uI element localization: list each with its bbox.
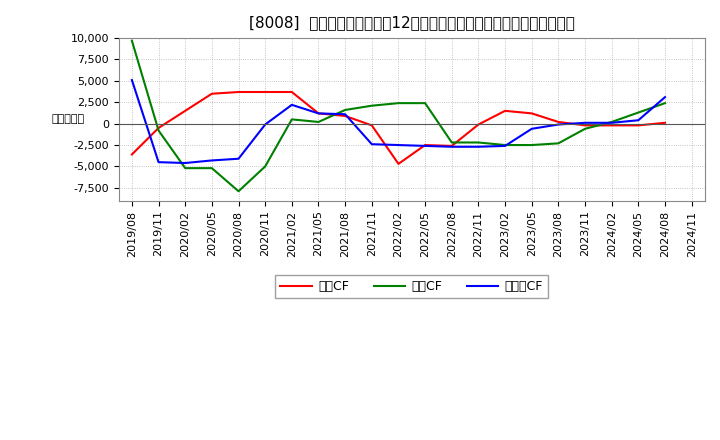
- 投資CF: [234, 189, 243, 194]
- 投資CF: [474, 140, 482, 145]
- フリーCF: [207, 158, 216, 163]
- 営業CF: [261, 89, 269, 95]
- 営業CF: [181, 108, 189, 114]
- フリーCF: [447, 144, 456, 150]
- Line: 営業CF: 営業CF: [132, 92, 665, 164]
- 投資CF: [420, 100, 429, 106]
- 営業CF: [447, 143, 456, 149]
- フリーCF: [314, 111, 323, 116]
- 投資CF: [554, 141, 563, 146]
- 投資CF: [341, 107, 349, 113]
- 投資CF: [287, 117, 296, 122]
- Y-axis label: （百万円）: （百万円）: [51, 114, 84, 125]
- 営業CF: [287, 89, 296, 95]
- 営業CF: [500, 108, 509, 114]
- フリーCF: [528, 126, 536, 132]
- 営業CF: [474, 122, 482, 127]
- 営業CF: [608, 123, 616, 128]
- フリーCF: [367, 142, 376, 147]
- フリーCF: [181, 160, 189, 165]
- 営業CF: [581, 123, 590, 128]
- フリーCF: [341, 112, 349, 117]
- 営業CF: [661, 120, 670, 125]
- フリーCF: [661, 95, 670, 100]
- 投資CF: [394, 100, 402, 106]
- 投資CF: [154, 128, 163, 133]
- フリーCF: [474, 144, 482, 150]
- 投資CF: [661, 100, 670, 106]
- Title: [8008]  キャッシュフローの12か月移動合計の対前年同期増減額の推移: [8008] キャッシュフローの12か月移動合計の対前年同期増減額の推移: [249, 15, 575, 30]
- フリーCF: [261, 122, 269, 127]
- 投資CF: [581, 126, 590, 132]
- 営業CF: [367, 123, 376, 128]
- フリーCF: [608, 120, 616, 125]
- 投資CF: [127, 38, 136, 43]
- 投資CF: [181, 165, 189, 171]
- 営業CF: [314, 111, 323, 116]
- フリーCF: [500, 143, 509, 149]
- 投資CF: [528, 143, 536, 148]
- 投資CF: [207, 165, 216, 171]
- 投資CF: [634, 110, 643, 115]
- 投資CF: [367, 103, 376, 108]
- 投資CF: [261, 164, 269, 169]
- 投資CF: [447, 140, 456, 145]
- フリーCF: [127, 77, 136, 83]
- Legend: 営業CF, 投資CF, フリーCF: 営業CF, 投資CF, フリーCF: [276, 275, 548, 298]
- 投資CF: [314, 119, 323, 125]
- フリーCF: [234, 156, 243, 161]
- Line: 投資CF: 投資CF: [132, 40, 665, 191]
- 営業CF: [234, 89, 243, 95]
- 投資CF: [608, 119, 616, 125]
- フリーCF: [287, 102, 296, 107]
- 投資CF: [500, 143, 509, 148]
- 営業CF: [528, 111, 536, 116]
- 営業CF: [420, 143, 429, 148]
- Line: フリーCF: フリーCF: [132, 80, 665, 163]
- 営業CF: [634, 123, 643, 128]
- フリーCF: [154, 160, 163, 165]
- フリーCF: [634, 117, 643, 123]
- フリーCF: [420, 143, 429, 149]
- 営業CF: [341, 114, 349, 119]
- フリーCF: [581, 120, 590, 125]
- 営業CF: [394, 161, 402, 166]
- 営業CF: [207, 91, 216, 96]
- 営業CF: [554, 119, 563, 125]
- フリーCF: [554, 122, 563, 127]
- フリーCF: [394, 143, 402, 148]
- 営業CF: [154, 125, 163, 131]
- 営業CF: [127, 152, 136, 157]
